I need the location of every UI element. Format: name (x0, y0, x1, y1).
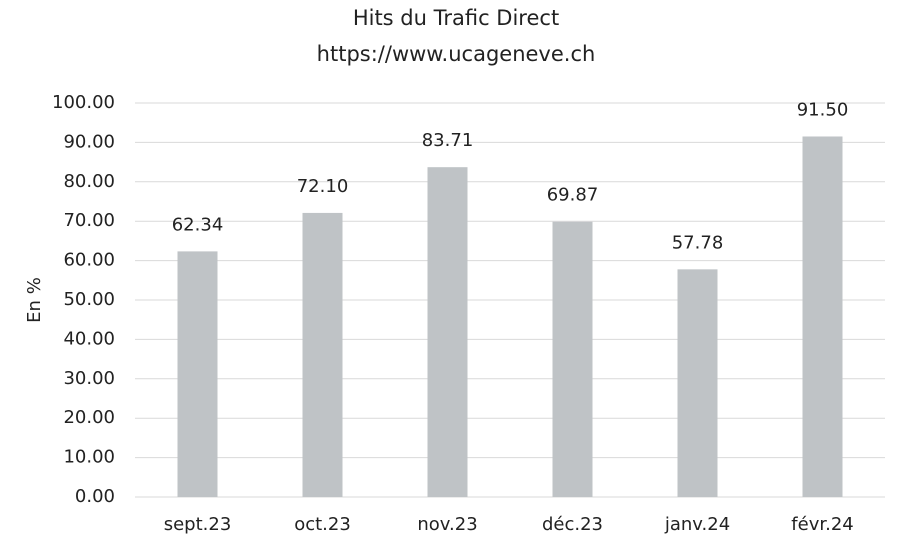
bar (802, 136, 843, 498)
y-tick-label: 100.00 (52, 92, 115, 113)
x-tick-label: oct.23 (294, 514, 351, 535)
bar (177, 251, 218, 497)
data-label: 57.78 (672, 232, 724, 253)
x-tick-label: févr.24 (791, 514, 853, 535)
data-label: 69.87 (547, 185, 599, 206)
x-tick-label: nov.23 (417, 514, 477, 535)
y-tick-label: 0.00 (75, 486, 115, 507)
bar (677, 269, 718, 497)
y-tick-label: 90.00 (63, 131, 115, 152)
bar (552, 221, 593, 497)
chart-title: Hits du Trafic Direct (353, 6, 559, 30)
bar (302, 212, 343, 497)
y-tick-label: 10.00 (63, 447, 115, 468)
y-tick-label: 30.00 (63, 368, 115, 389)
y-axis-label: En % (24, 277, 45, 323)
data-label: 83.71 (422, 130, 474, 151)
data-label: 62.34 (172, 214, 224, 235)
bar (427, 167, 468, 497)
x-tick-label: sept.23 (164, 514, 232, 535)
y-tick-label: 20.00 (63, 407, 115, 428)
y-tick-label: 50.00 (63, 289, 115, 310)
y-tick-label: 60.00 (63, 250, 115, 271)
data-label: 72.10 (297, 176, 349, 197)
y-tick-label: 80.00 (63, 171, 115, 192)
x-tick-label: janv.24 (664, 514, 730, 535)
y-tick-label: 40.00 (63, 328, 115, 349)
x-tick-label: déc.23 (542, 514, 603, 535)
y-tick-label: 70.00 (63, 210, 115, 231)
chart-subtitle: https://www.ucageneve.ch (317, 42, 596, 66)
data-label: 91.50 (797, 99, 849, 120)
